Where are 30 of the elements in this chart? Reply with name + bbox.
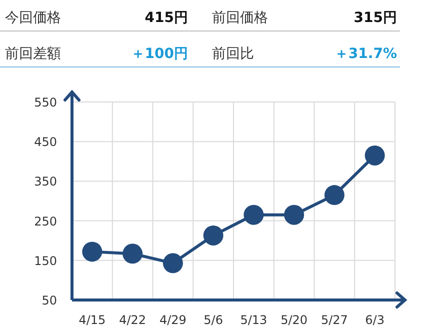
text: ＋100円 bbox=[130, 46, 188, 62]
point bbox=[324, 185, 344, 206]
text: 315円 bbox=[354, 10, 397, 26]
point bbox=[364, 145, 385, 166]
point bbox=[82, 242, 102, 262]
x-tick-label: 4/29 bbox=[159, 313, 186, 327]
x-tick-label: 4/15 bbox=[78, 313, 106, 327]
y-tick-label: 550 bbox=[34, 96, 57, 110]
y-tick-label: 50 bbox=[42, 294, 57, 308]
text: 前回差額 bbox=[5, 46, 61, 62]
text: ＋31.7% bbox=[334, 46, 397, 62]
x-tick-label: 6/3 bbox=[365, 313, 384, 327]
text: 前回価格 bbox=[212, 10, 268, 26]
y-tick-label: 450 bbox=[34, 135, 57, 150]
x-tick-label: 5/27 bbox=[320, 313, 348, 327]
point bbox=[284, 204, 304, 225]
x-tick-label: 5/6 bbox=[204, 313, 223, 327]
x-tick-label: 4/22 bbox=[119, 313, 146, 327]
point bbox=[244, 204, 264, 225]
x-tick-label: 5/20 bbox=[280, 313, 308, 327]
text: 415円 bbox=[144, 10, 188, 26]
x-tick-label: 5/13 bbox=[240, 313, 268, 327]
text: 前回比 bbox=[212, 46, 254, 62]
y-tick-label: 350 bbox=[34, 174, 57, 189]
point bbox=[203, 225, 224, 246]
point bbox=[122, 244, 143, 264]
point bbox=[162, 253, 183, 274]
y-tick-label: 150 bbox=[34, 254, 57, 268]
y-tick-label: 250 bbox=[34, 214, 57, 228]
text: 今回価格 bbox=[5, 10, 61, 26]
